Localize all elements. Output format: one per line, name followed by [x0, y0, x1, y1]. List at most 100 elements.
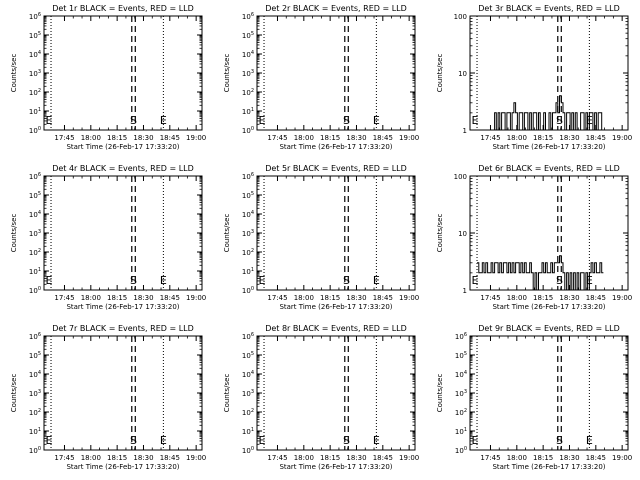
plot-frame — [469, 335, 629, 451]
y-tick-label: 100 — [242, 286, 254, 295]
y-tick-label: 101 — [455, 427, 467, 436]
x-tick-label: 18:15 — [107, 454, 127, 462]
e-marker: E — [472, 114, 479, 127]
y-tick-label: 100 — [29, 446, 41, 455]
e-marker: E — [373, 434, 380, 447]
x-tick-label: 18:45 — [586, 134, 606, 142]
x-tick-label: 19:00 — [186, 294, 206, 302]
y-tick-label: 102 — [29, 248, 41, 257]
x-tick-label: 17:45 — [54, 134, 74, 142]
x-tick-label: 18:30 — [346, 454, 366, 462]
events-series — [492, 95, 604, 131]
e-marker: E — [586, 274, 593, 287]
plot-frame — [43, 175, 203, 291]
x-tick-label: 18:30 — [133, 454, 153, 462]
x-tick-label: 17:45 — [54, 294, 74, 302]
x-tick-label: 19:00 — [399, 134, 419, 142]
x-tick-label: 18:30 — [133, 134, 153, 142]
e-marker: E — [373, 114, 380, 127]
e-marker: E — [46, 434, 53, 447]
x-tick-label: 18:45 — [160, 134, 180, 142]
x-tick-label: 18:30 — [559, 454, 579, 462]
y-tick-label: 1 — [463, 287, 467, 295]
x-tick-label: 18:15 — [320, 454, 340, 462]
x-axis-label: Start Time (26-Feb-17 17:33:20) — [279, 303, 392, 311]
x-tick-label: 18:15 — [107, 134, 127, 142]
x-tick-label: 18:30 — [346, 134, 366, 142]
y-tick-label: 100 — [242, 446, 254, 455]
panel-det-9: Det 9r BLACK = Events, RED = LLD 100 101 10… — [436, 324, 632, 471]
e-marker: E — [259, 274, 266, 287]
s-marker: S — [130, 274, 137, 287]
y-tick-label: 100 — [29, 126, 41, 135]
x-tick-label: 18:30 — [559, 134, 579, 142]
y-tick-label: 100 — [29, 286, 41, 295]
y-tick-label: 103 — [455, 389, 467, 398]
e-marker: E — [160, 114, 167, 127]
panel-title: Det 9r BLACK = Events, RED = LLD — [478, 324, 620, 333]
s-marker: S — [556, 114, 563, 127]
y-tick-label: 102 — [242, 408, 254, 417]
x-tick-label: 18:00 — [81, 294, 101, 302]
y-tick-label: 106 — [29, 332, 41, 341]
x-axis-label: Start Time (26-Feb-17 17:33:20) — [66, 303, 179, 311]
x-tick-label: 19:00 — [612, 454, 632, 462]
x-tick-label: 18:45 — [586, 454, 606, 462]
e-marker: E — [586, 434, 593, 447]
y-axis-label: Counts/sec — [223, 374, 231, 413]
plot-frame — [256, 15, 416, 131]
s-marker: S — [130, 434, 137, 447]
y-tick-label: 105 — [29, 31, 41, 40]
x-tick-label: 18:30 — [559, 294, 579, 302]
y-tick-label: 105 — [242, 191, 254, 200]
y-axis-label: Counts/sec — [10, 214, 18, 253]
x-tick-label: 18:15 — [320, 294, 340, 302]
s-marker: S — [343, 114, 350, 127]
y-axis-label: Counts/sec — [223, 214, 231, 253]
panel-det-4: Det 4r BLACK = Events, RED = LLD 100 101 10… — [10, 164, 206, 311]
y-tick-label: 104 — [455, 370, 467, 379]
x-tick-label: 18:00 — [294, 294, 314, 302]
y-tick-label: 100 — [454, 13, 467, 21]
x-axis-label: Start Time (26-Feb-17 17:33:20) — [279, 463, 392, 471]
panel-title: Det 2r BLACK = Events, RED = LLD — [265, 4, 407, 13]
s-marker: S — [343, 274, 350, 287]
y-axis-label: Counts/sec — [436, 374, 444, 413]
x-tick-label: 19:00 — [612, 294, 632, 302]
panel-det-2: Det 2r BLACK = Events, RED = LLD 100 101 10… — [223, 4, 419, 151]
y-tick-label: 101 — [242, 427, 254, 436]
x-tick-label: 18:45 — [373, 134, 393, 142]
panel-title: Det 6r BLACK = Events, RED = LLD — [478, 164, 620, 173]
e-marker: E — [46, 274, 53, 287]
panel-det-3: Det 3r BLACK = Events, RED = LLD 1 10 100 17… — [436, 4, 632, 151]
panel-det-7: Det 7r BLACK = Events, RED = LLD 100 101 10… — [10, 324, 206, 471]
events-series — [477, 255, 604, 291]
x-tick-label: 19:00 — [399, 454, 419, 462]
y-tick-label: 106 — [242, 332, 254, 341]
y-tick-label: 1 — [463, 127, 467, 135]
y-tick-label: 101 — [29, 267, 41, 276]
x-tick-label: 18:30 — [346, 294, 366, 302]
x-tick-label: 18:00 — [294, 134, 314, 142]
x-tick-label: 18:00 — [507, 294, 527, 302]
plot-frame — [43, 15, 203, 131]
x-tick-label: 18:00 — [294, 454, 314, 462]
y-tick-label: 101 — [29, 427, 41, 436]
x-tick-label: 17:45 — [267, 454, 287, 462]
y-tick-label: 106 — [455, 332, 467, 341]
plot-frame — [256, 175, 416, 291]
x-axis-label: Start Time (26-Feb-17 17:33:20) — [279, 143, 392, 151]
e-marker: E — [46, 114, 53, 127]
y-tick-label: 105 — [455, 351, 467, 360]
x-tick-label: 17:45 — [267, 294, 287, 302]
y-tick-label: 102 — [242, 88, 254, 97]
x-tick-label: 17:45 — [480, 134, 500, 142]
x-tick-label: 19:00 — [399, 294, 419, 302]
x-tick-label: 18:00 — [507, 454, 527, 462]
x-tick-label: 18:45 — [586, 294, 606, 302]
y-tick-label: 101 — [242, 107, 254, 116]
x-axis-label: Start Time (26-Feb-17 17:33:20) — [492, 303, 605, 311]
y-tick-label: 10 — [458, 230, 467, 238]
panel-det-5: Det 5r BLACK = Events, RED = LLD 100 101 10… — [223, 164, 419, 311]
